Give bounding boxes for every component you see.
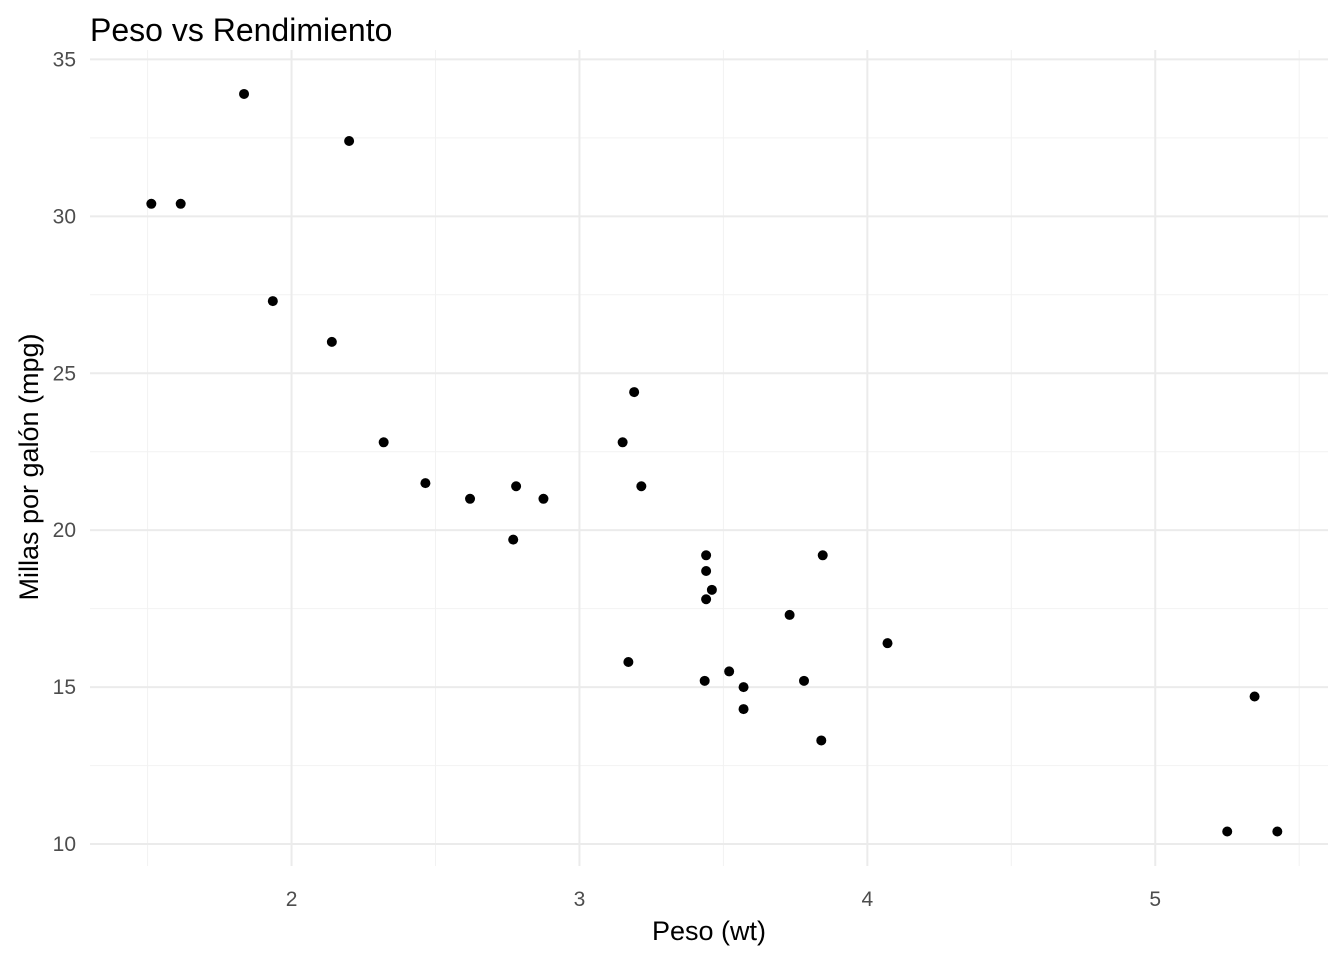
y-axis-title: Millas por galón (mpg) <box>14 333 44 600</box>
data-point <box>636 481 647 492</box>
data-point <box>701 550 712 561</box>
y-tick-label: 35 <box>53 48 76 71</box>
x-tick-label: 4 <box>862 888 874 911</box>
data-point <box>344 136 355 147</box>
y-tick-label: 15 <box>53 676 76 699</box>
x-tick-label: 3 <box>574 888 586 911</box>
data-point <box>701 594 712 605</box>
data-point <box>508 534 519 545</box>
data-point <box>511 481 522 492</box>
data-point <box>738 682 749 693</box>
data-point <box>1249 691 1260 702</box>
chart-title: Peso vs Rendimiento <box>90 12 392 48</box>
data-points <box>146 88 1283 837</box>
data-point <box>465 493 476 504</box>
data-point <box>420 478 431 489</box>
data-point <box>267 296 278 307</box>
data-point <box>326 336 337 347</box>
minor-gridlines <box>90 50 1328 866</box>
x-axis-title: Peso (wt) <box>652 916 766 946</box>
data-point <box>738 704 749 715</box>
data-point <box>629 387 640 398</box>
data-point <box>1272 826 1283 837</box>
data-point <box>701 565 712 576</box>
data-point <box>816 735 827 746</box>
data-point <box>146 198 157 209</box>
data-point <box>799 675 810 686</box>
y-axis-tick-labels: 10 15 20 25 30 35 <box>53 48 76 856</box>
data-point <box>817 550 828 561</box>
x-tick-label: 5 <box>1149 888 1161 911</box>
major-gridlines <box>90 50 1328 866</box>
data-point <box>724 666 735 677</box>
y-tick-label: 25 <box>53 362 76 385</box>
data-point <box>378 437 389 448</box>
y-tick-label: 10 <box>53 833 76 856</box>
data-point <box>1222 826 1233 837</box>
x-tick-label: 2 <box>286 888 298 911</box>
data-point <box>617 437 628 448</box>
y-tick-label: 30 <box>53 205 76 228</box>
data-point <box>239 88 250 99</box>
data-point <box>623 657 634 667</box>
data-point <box>882 638 893 649</box>
data-point <box>706 584 717 595</box>
data-point <box>699 675 710 686</box>
x-axis-tick-labels: 2 3 4 5 <box>286 888 1161 911</box>
data-point <box>175 198 186 209</box>
data-point <box>784 609 795 620</box>
data-point <box>538 493 549 504</box>
y-tick-label: 20 <box>53 519 76 542</box>
